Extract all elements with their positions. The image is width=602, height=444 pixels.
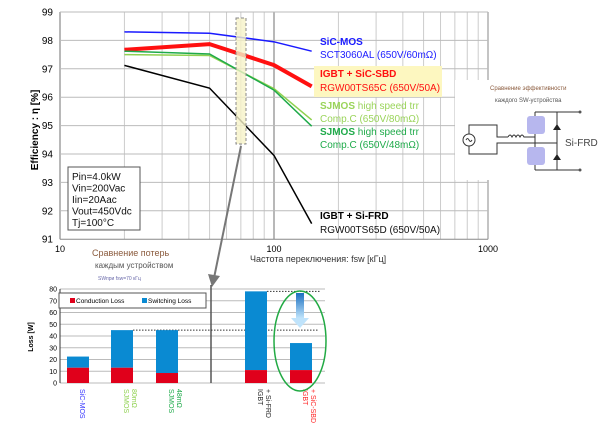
x-tick-label: 100 — [266, 244, 281, 254]
efficiency-x-axis-label: Частота переключения: fsw [кГц] — [250, 254, 386, 264]
legend-sub: SCT3060AL (650V/60mΩ) — [320, 50, 437, 61]
highlight-ellipse — [273, 290, 327, 392]
legend-name: IGBT + Si-FRD — [320, 211, 389, 222]
y-tick-label: 20 — [49, 357, 57, 364]
y-tick-label: 50 — [49, 322, 57, 329]
bar-switching — [156, 330, 178, 374]
down-arrow-icon — [291, 318, 309, 328]
series-line-1 — [124, 42, 313, 89]
condition-line: Pin=4.0kW — [72, 172, 121, 183]
legend-label-conduction: Conduction Loss — [76, 298, 125, 305]
legend-name: SJMOS high speed trr — [320, 127, 420, 138]
bar-switching — [111, 330, 133, 368]
y-tick-label: 94 — [42, 150, 54, 161]
legend-sub: RGW00TS65C (650V/50A) — [320, 83, 440, 94]
series-line-2 — [124, 53, 313, 121]
legend-name: IGBT + SiC-SBD — [320, 69, 396, 80]
y-tick-label: 93 — [42, 178, 54, 189]
improvement-arrow — [291, 293, 309, 328]
y-tick-label: 95 — [42, 121, 54, 132]
efficiency-y-axis-label: Efficiency : η [%] — [30, 90, 41, 171]
y-tick-label: 10 — [49, 369, 57, 376]
condition-line: Iin=20Aac — [72, 195, 117, 206]
arrow-head-icon — [208, 274, 220, 287]
y-tick-label: 98 — [42, 36, 54, 47]
legend-name: SJMOS high speed trr — [320, 101, 420, 112]
category-label: IGBT+ SiC-SBD — [301, 389, 316, 423]
loss-legend: Conduction Loss Switching Loss — [58, 292, 207, 309]
bar-conduction — [156, 373, 178, 383]
bar-conduction — [67, 367, 89, 383]
transistor-high-icon — [527, 116, 545, 134]
legend-sub: Comp.C (650V/80mΩ) — [320, 114, 419, 125]
legend-name: SiC-MOS — [320, 37, 363, 48]
y-tick-label: 92 — [42, 206, 54, 217]
loss-title-line2: каждым устройством — [95, 261, 173, 270]
bar-switching — [245, 291, 267, 371]
series-line-4 — [124, 64, 313, 224]
x-tick-label: 10 — [55, 244, 65, 254]
category-label: SJMOS48mΩ — [167, 389, 182, 413]
legend-sub: Comp.C (650V/48mΩ) — [320, 140, 419, 151]
category-label: IGBT+ Si-FRD — [256, 389, 271, 418]
legend-swatch-conduction — [70, 298, 75, 303]
bar-conduction — [111, 367, 133, 383]
bar-conduction — [290, 370, 312, 383]
legend-label-switching: Switching Loss — [148, 298, 192, 305]
loss-y-axis-label: Loss [W] — [28, 322, 35, 352]
conditions-box: Pin=4.0kW Vin=200Vac Iin=20Aac Vout=450Vdc T… — [67, 166, 141, 231]
inductor-icon — [507, 134, 535, 139]
efficiency-series — [124, 31, 313, 224]
bar-switching — [290, 343, 312, 371]
circuit-title-line1: Сравнение эффективности — [490, 86, 567, 92]
legend-swatch-switching — [142, 298, 147, 303]
diode-high-icon — [553, 124, 561, 130]
loss-title-line1: Сравнение потерь — [92, 248, 169, 258]
y-tick-label: 0 — [53, 381, 57, 388]
y-tick-label: 91 — [42, 235, 54, 246]
legend-highlight — [314, 66, 442, 97]
condition-line: Vout=450Vdc — [72, 207, 132, 218]
category-label: SiC-MOS — [78, 389, 85, 419]
efficiency-tick-labels: 91 92 93 94 95 96 97 98 99 10 100 1000 — [42, 8, 498, 255]
y-tick-label: 80 — [49, 287, 57, 294]
loss-bars: SiC-MOS SJMOS80mΩ SJMOS48mΩ IGBT+ Si-FRD IGB… — [67, 291, 316, 423]
fsw-highlight — [208, 17, 247, 287]
loss-title-line3: SWпри fsw=70 кГц — [98, 276, 141, 282]
diode-low-icon — [553, 154, 561, 160]
category-label: SJMOS80mΩ — [122, 389, 137, 413]
y-tick-label: 97 — [42, 64, 54, 75]
y-tick-label: 96 — [42, 93, 54, 104]
bar-conduction — [245, 370, 267, 383]
x-tick-label: 1000 — [478, 244, 498, 254]
efficiency-legend: SiC-MOS SCT3060AL (650V/60mΩ) IGBT + SiC-S… — [314, 37, 442, 236]
legend-sub: RGW00TS65D (650V/50A) — [320, 225, 440, 236]
y-tick-label: 40 — [49, 334, 57, 341]
y-tick-label: 30 — [49, 345, 57, 352]
y-tick-label: 60 — [49, 310, 57, 317]
series-line-3 — [124, 50, 313, 127]
circuit-title-line2: каждого SW-устройства — [495, 97, 562, 104]
condition-line: Vin=200Vac — [72, 184, 125, 195]
condition-line: Tj=100°C — [72, 218, 114, 229]
circuit-label: Si-FRD — [565, 138, 598, 149]
bar-switching — [67, 356, 89, 368]
y-tick-label: 70 — [49, 298, 57, 305]
y-tick-label: 99 — [42, 8, 54, 19]
transistor-low-icon — [527, 147, 545, 165]
circuit-diagram: Сравнение эффективности каждого SW-устро… — [455, 80, 602, 180]
